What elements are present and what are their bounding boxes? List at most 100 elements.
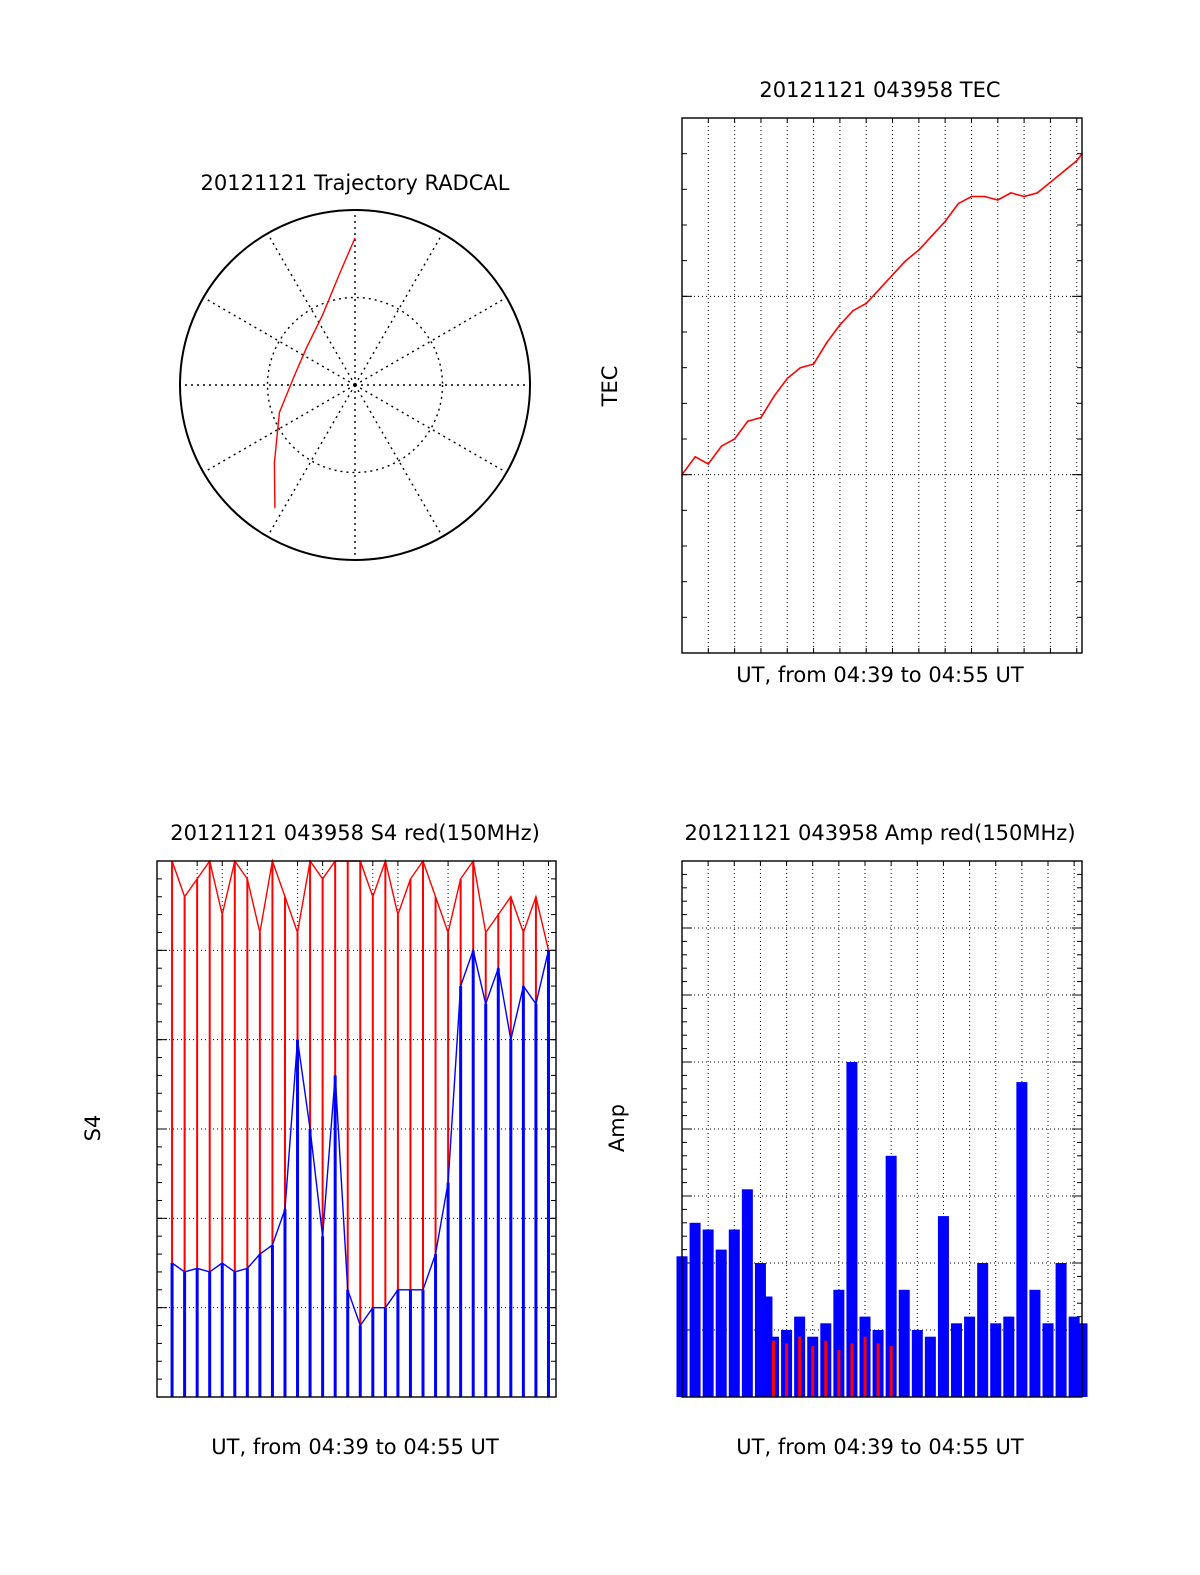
tec-data-point [996, 199, 999, 201]
trajectory-line [273, 237, 356, 509]
s4-y-axis-label: S4 [81, 1115, 105, 1142]
tec-data-point [733, 438, 736, 440]
tec-data-point [918, 249, 920, 251]
s4-title: 20121121 043958 S4 red(150MHz) [170, 821, 540, 845]
polar-spoke [266, 233, 356, 386]
amp-x-axis-label: UT, from 04:39 to 04:55 UT [736, 1435, 1024, 1459]
amp-bar [898, 1289, 910, 1397]
polar-spoke [354, 384, 444, 537]
tec-title: 20121121 043958 TEC [759, 78, 1000, 102]
amp-title: 20121121 043958 Amp red(150MHz) [684, 821, 1075, 845]
polar-spoke [354, 384, 507, 474]
polar-ring-50 [266, 296, 444, 474]
tec-data-point [1023, 195, 1025, 198]
polar-spoke [266, 384, 356, 537]
amp-bar [951, 1323, 963, 1397]
amp-plot-area [676, 860, 1088, 1398]
tec-data-point [970, 195, 973, 198]
tec-data-point [1010, 192, 1012, 194]
amp-bar [1068, 1316, 1080, 1397]
s4-series-line [171, 947, 550, 1328]
s4-x-axis-label: UT, from 04:39 to 04:55 UT [211, 1435, 499, 1459]
polar-title: 20121121 Trajectory RADCAL [201, 171, 510, 195]
amp-bar [1016, 1082, 1028, 1397]
amp-bar [811, 1346, 815, 1397]
tec-data-point [944, 220, 946, 223]
amp-bar [863, 1336, 867, 1397]
amp-bar [761, 1296, 773, 1397]
tec-data-point [799, 366, 802, 369]
tec-panel: 20121121 043958 TEC UT, from 04:39 to 04… [598, 78, 1083, 687]
amp-bar [772, 1340, 776, 1397]
tec-data-point [746, 420, 749, 422]
tec-data-point [825, 341, 828, 344]
amp-bar [715, 1249, 727, 1397]
polar-spoke [203, 384, 356, 474]
polar-spoke [354, 296, 507, 386]
polar-spoke [203, 296, 356, 386]
plot-frame [156, 860, 557, 1398]
amp-bar [833, 1289, 845, 1397]
s4-panel: 20121121 043958 S4 red(150MHz) UT, from … [81, 821, 557, 1459]
amp-bar [885, 1155, 897, 1397]
amp-bar [824, 1340, 828, 1397]
tec-data-point [707, 463, 710, 465]
polar-trajectory-panel: 20121121 Trajectory RADCAL [179, 171, 531, 561]
tec-data-point [1036, 192, 1039, 194]
polar-spoke [354, 233, 444, 386]
amp-y-axis-label: Amp [605, 1104, 629, 1152]
tec-data-point [773, 395, 775, 398]
tec-data-point [957, 202, 960, 205]
plot-frame [681, 860, 1083, 1398]
s4-plot-area [156, 858, 557, 1398]
amp-bar [837, 1350, 841, 1397]
amp-bar [977, 1263, 989, 1397]
amp-bar [798, 1336, 802, 1397]
amp-bar [689, 1222, 701, 1397]
tec-data-point [852, 309, 854, 312]
tec-data-point [904, 259, 907, 262]
tec-data-point [891, 274, 894, 276]
amp-bar [924, 1336, 936, 1397]
tec-data-point [1049, 181, 1052, 183]
amp-bar [990, 1323, 1002, 1397]
amp-bar [1029, 1289, 1041, 1397]
amp-bar [876, 1343, 880, 1397]
amp-bar [964, 1316, 976, 1397]
amp-bar [846, 1062, 858, 1397]
amp-panel: 20121121 043958 Amp red(150MHz) UT, from… [605, 821, 1088, 1459]
amp-bar [889, 1346, 893, 1397]
tec-data-point [931, 234, 933, 237]
amp-bar [702, 1229, 714, 1397]
tec-data-point [839, 324, 841, 326]
polar-series [273, 237, 356, 509]
tec-data-point [983, 195, 986, 198]
amp-bar [728, 1229, 740, 1397]
amp-bar [1055, 1263, 1067, 1397]
amp-bar [754, 1263, 766, 1397]
tec-plot-area [681, 117, 1083, 654]
tec-x-axis-label: UT, from 04:39 to 04:55 UT [736, 663, 1024, 687]
tec-data-point [760, 416, 762, 419]
plot-frame [681, 117, 1083, 654]
tec-data-point [865, 302, 868, 305]
amp-bar [937, 1216, 949, 1397]
tec-series-line [681, 153, 1083, 476]
tec-data-point [694, 456, 696, 458]
amp-bar [850, 1343, 854, 1397]
amp-bar [911, 1330, 923, 1397]
amp-bar [741, 1189, 753, 1397]
amp-bar [785, 1343, 789, 1397]
tec-data-point [720, 445, 723, 447]
amp-bar [1042, 1323, 1054, 1397]
tec-data-point [878, 288, 881, 291]
polar-outer-ring [179, 209, 531, 561]
amp-bar [1003, 1316, 1015, 1397]
tec-data-point [812, 363, 815, 365]
tec-data-point [786, 377, 789, 380]
tec-y-axis-label: TEC [598, 366, 622, 408]
tec-data-point [1062, 170, 1065, 173]
tec-data-point [1075, 160, 1078, 162]
